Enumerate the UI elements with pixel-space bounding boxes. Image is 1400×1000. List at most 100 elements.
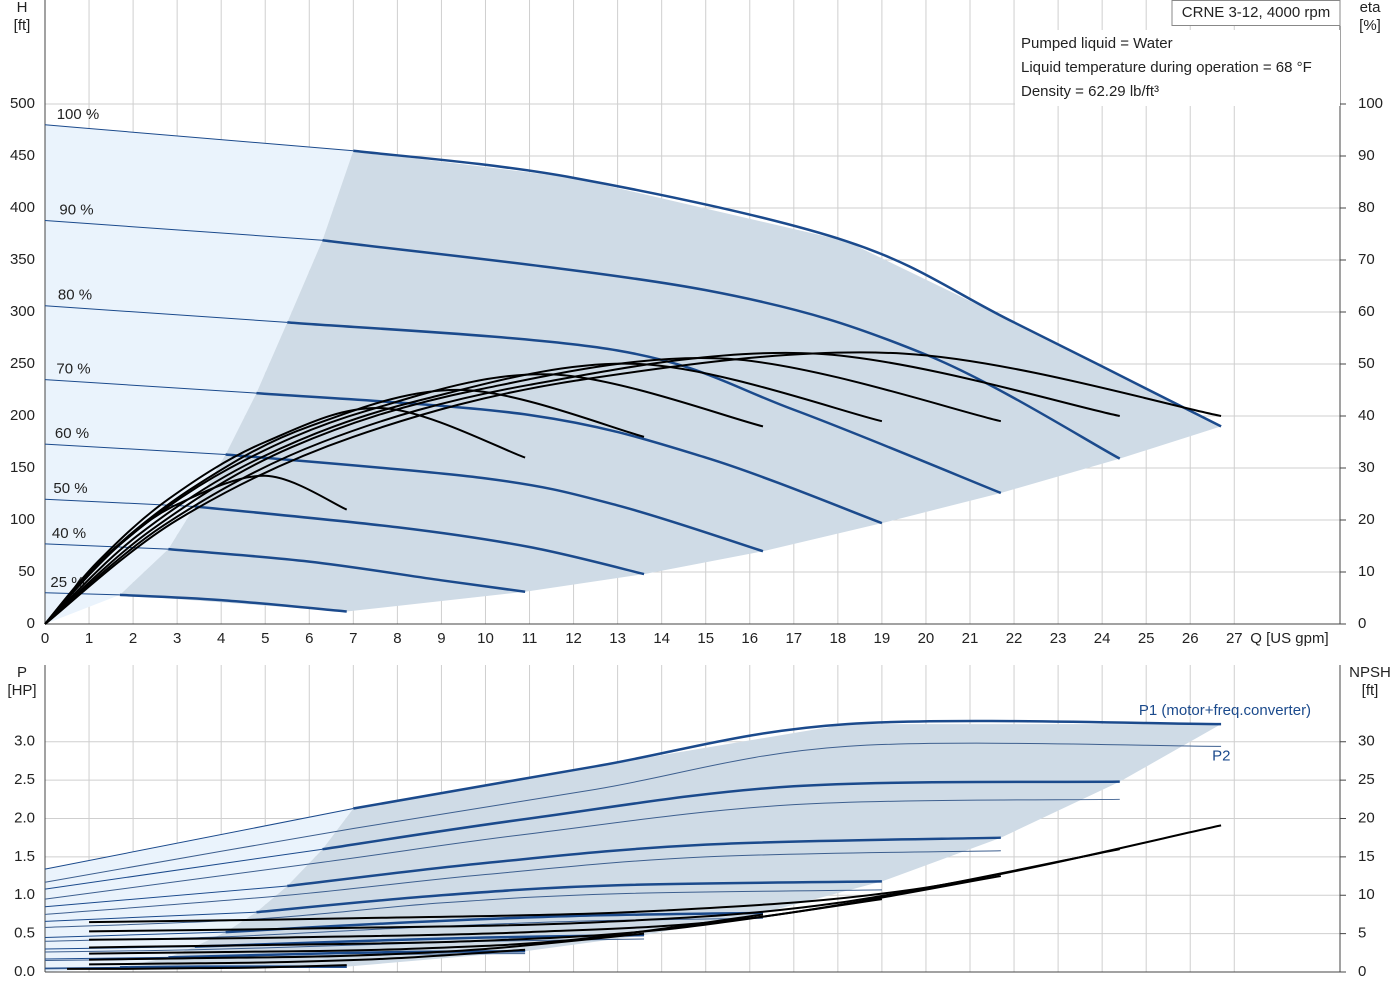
y-tick-label: 250 <box>10 355 35 372</box>
head-curve <box>194 505 645 576</box>
head-curve <box>322 239 1121 460</box>
x-tick-label: 17 <box>785 630 802 647</box>
efficiency-curve <box>44 362 883 625</box>
p2-curve <box>44 938 645 953</box>
speed-label: 100 % <box>57 106 100 123</box>
x-tick-label: 15 <box>697 630 714 647</box>
x-tick-label: 12 <box>565 630 582 647</box>
x-tick-label: 23 <box>1050 630 1067 647</box>
y2-tick-label: 0 <box>1358 963 1366 980</box>
y-tick-label: 0.5 <box>14 925 35 942</box>
head-curve-thin <box>44 124 354 152</box>
npsh-curve <box>89 948 526 966</box>
y-tick-label: 100 <box>10 511 35 528</box>
y2-tick-label: 10 <box>1358 886 1375 903</box>
p1-curve-thin <box>44 966 120 969</box>
x-tick-label: 6 <box>305 630 313 647</box>
head-curve-thin <box>44 543 169 550</box>
head-curve-thin <box>44 305 288 323</box>
x-tick-label: 10 <box>477 630 494 647</box>
y2-axis-unit: [ft] <box>1362 682 1379 699</box>
y-tick-label: 300 <box>10 303 35 320</box>
head-curve <box>256 391 883 525</box>
p1-curve-thin <box>44 885 288 908</box>
y-tick-label: 350 <box>10 251 35 268</box>
operating-area <box>119 150 1222 612</box>
y2-tick-label: 100 <box>1358 95 1383 112</box>
p2-curve <box>44 889 882 928</box>
speed-label: 60 % <box>55 425 89 442</box>
head-curve-thin <box>44 592 120 596</box>
y-tick-label: 400 <box>10 199 35 216</box>
chart-title: CRNE 3-12, 4000 rpm <box>1182 4 1330 21</box>
npsh-curve <box>89 913 764 955</box>
x-tick-label: 24 <box>1094 630 1111 647</box>
p1-curve-thin <box>44 911 257 922</box>
y2-tick-label: 5 <box>1358 925 1366 942</box>
efficiency-curve <box>44 351 1222 625</box>
p1-curve <box>287 836 1001 888</box>
y2-tick-label: 20 <box>1358 511 1375 528</box>
head-curve <box>168 547 526 593</box>
x-tick-label: 3 <box>173 630 181 647</box>
efficiency-curve <box>44 351 1120 625</box>
npsh-curve <box>67 964 347 970</box>
x-tick-label: 19 <box>874 630 891 647</box>
head-curve-thin <box>44 219 323 241</box>
x-tick-label: 0 <box>41 630 49 647</box>
p2-curve <box>44 798 1120 900</box>
y-tick-label: 500 <box>10 95 35 112</box>
head-curve <box>119 593 347 613</box>
y-tick-label: 2.0 <box>14 809 35 826</box>
efficiency-curve <box>44 474 348 625</box>
x-tick-label: 13 <box>609 630 626 647</box>
y-tick-label: 200 <box>10 407 35 424</box>
y2-tick-label: 30 <box>1358 733 1375 750</box>
x-tick-label: 4 <box>217 630 225 647</box>
y-tick-label: 0.0 <box>14 963 35 980</box>
y-tick-label: 1.5 <box>14 848 35 865</box>
head-curve <box>353 149 1222 428</box>
p2-curve <box>44 742 1222 883</box>
y2-tick-label: 30 <box>1358 459 1375 476</box>
x-tick-label: 11 <box>522 630 538 647</box>
title-box <box>1171 0 1341 26</box>
head-curve <box>287 321 1002 495</box>
p2-label: P2 <box>1212 747 1230 764</box>
p1-label: P1 (motor+freq.converter) <box>1139 702 1311 719</box>
y-tick-label: 3.0 <box>14 733 35 750</box>
y2-axis-label: NPSH <box>1349 664 1391 681</box>
y2-tick-label: 50 <box>1358 355 1375 372</box>
x-tick-label: 2 <box>129 630 137 647</box>
npsh-curve <box>89 932 645 961</box>
notes-box <box>1015 30 1340 106</box>
p1-curve <box>322 780 1120 851</box>
foreground: 0501001502002503003504004505000102030405… <box>7 0 1391 980</box>
speed-label: 50 % <box>53 480 87 497</box>
efficiency-curve <box>44 407 526 625</box>
p2-curve <box>44 850 1001 915</box>
y2-tick-label: 80 <box>1358 199 1375 216</box>
y-axis-unit: [ft] <box>14 17 31 34</box>
note: Pumped liquid = Water <box>1021 35 1173 52</box>
y-tick-label: 0 <box>27 615 35 632</box>
npsh-curve <box>89 848 1120 933</box>
speed-label: 80 % <box>58 287 92 304</box>
speed-label: 70 % <box>56 361 90 378</box>
y2-tick-label: 90 <box>1358 147 1375 164</box>
y2-tick-label: 15 <box>1358 848 1375 865</box>
note: Density = 62.29 lb/ft³ <box>1021 83 1159 100</box>
light-area <box>45 124 354 625</box>
y-tick-label: 1.0 <box>14 886 35 903</box>
y2-tick-label: 10 <box>1358 563 1375 580</box>
speed-label: 40 % <box>52 525 86 542</box>
y-tick-label: 2.5 <box>14 771 35 788</box>
note: Liquid temperature during operation = 68… <box>1021 59 1312 76</box>
p1-curve-thin <box>44 808 354 870</box>
y2-tick-label: 0 <box>1358 615 1366 632</box>
efficiency-curve <box>44 357 1002 625</box>
y2-tick-label: 20 <box>1358 809 1375 826</box>
y-tick-label: 50 <box>18 563 35 580</box>
head-curve <box>225 453 764 553</box>
